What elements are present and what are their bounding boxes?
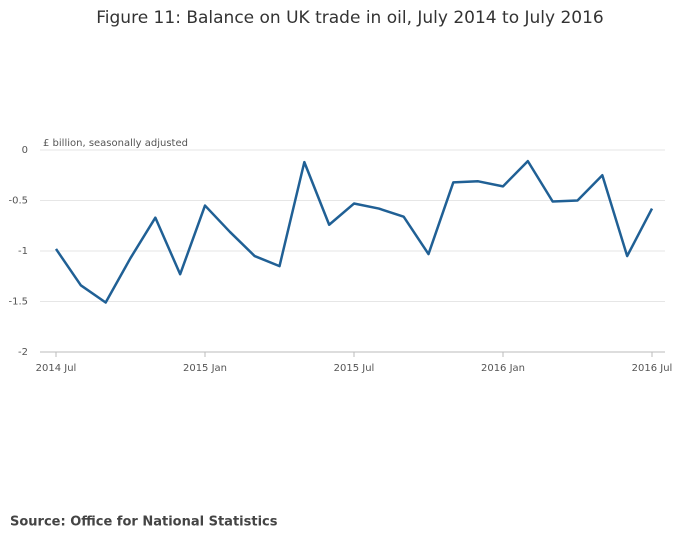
y-tick-label: 0 [22,145,28,156]
y-tick-label: -2 [18,347,28,358]
y-tick-label: -0.5 [8,196,28,207]
x-tick-label: 2014 Jul [36,363,77,374]
x-tick-label: 2015 Jul [334,363,375,374]
data-line [54,159,654,304]
source: Source: Office for National Statistics [10,515,278,530]
y-tick-label: -1.5 [8,297,28,308]
y-tick-label: -1 [18,246,28,257]
y-axis-label: £ billion, seasonally adjusted [43,138,188,149]
x-tick-label: 2016 Jul [632,363,673,374]
chart-title: Figure 11: Balance on UK trade in oil, J… [96,8,604,28]
x-tick-label: 2015 Jan [183,363,227,374]
x-tick-label: 2016 Jan [481,363,525,374]
